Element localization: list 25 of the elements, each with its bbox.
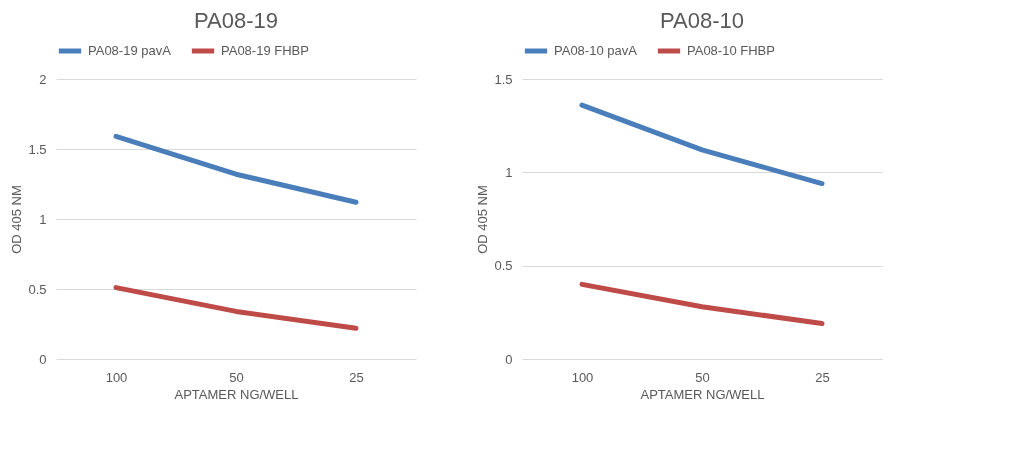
y-tick-label: 1 [505, 164, 513, 180]
y-axis-title: OD 405 NM [9, 185, 25, 254]
x-tick-label: 25 [815, 369, 830, 385]
y-tick-label: 1.5 [28, 141, 47, 157]
x-tick-label: 50 [695, 369, 710, 385]
legend-label: PA08-10 pavA [554, 43, 638, 58]
x-axis-title: APTAMER NG/WELL [174, 386, 299, 402]
y-tick-label: 0 [505, 351, 513, 367]
y-tick-label: 0.5 [28, 281, 47, 297]
y-tick-label: 2 [39, 71, 47, 87]
y-axis-title: OD 405 NM [475, 185, 491, 254]
y-tick-label: 1 [39, 211, 47, 227]
chart-title: PA08-10 [660, 8, 744, 33]
x-axis-title: APTAMER NG/WELL [640, 386, 765, 402]
y-tick-label: 0 [39, 351, 47, 367]
legend-label: PA08-19 FHBP [221, 43, 309, 58]
x-tick-label: 25 [349, 369, 364, 385]
legend-label: PA08-19 pavA [88, 43, 172, 58]
legend-label: PA08-10 FHBP [687, 43, 775, 58]
x-tick-label: 100 [105, 369, 128, 385]
x-tick-label: 100 [571, 369, 594, 385]
chart-title: PA08-19 [194, 8, 278, 33]
y-tick-label: 0.5 [494, 258, 513, 274]
x-tick-label: 50 [229, 369, 244, 385]
y-tick-label: 1.5 [494, 71, 513, 87]
